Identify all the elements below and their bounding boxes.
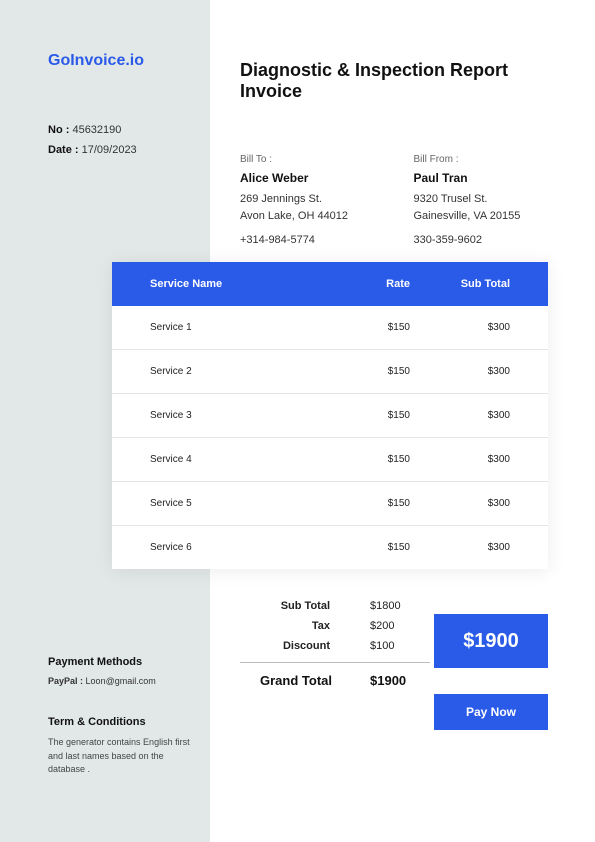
table-row: Service 3$150$300 xyxy=(112,394,548,438)
td-subtotal: $300 xyxy=(410,454,510,465)
td-rate: $150 xyxy=(320,454,410,465)
bill-from-address: 9320 Trusel St. Gainesville, VA 20155 xyxy=(414,191,548,224)
invoice-date-value: 17/09/2023 xyxy=(82,144,137,156)
bill-to-address: 269 Jennings St. Avon Lake, OH 44012 xyxy=(240,191,374,224)
bill-from-name: Paul Tran xyxy=(414,171,548,185)
table-row: Service 2$150$300 xyxy=(112,350,548,394)
grand-total-label: Grand Total xyxy=(240,673,370,688)
subtotal-value: $1800 xyxy=(370,600,430,612)
td-rate: $150 xyxy=(320,322,410,333)
bill-to: Bill To : Alice Weber 269 Jennings St. A… xyxy=(240,154,374,246)
th-rate: Rate xyxy=(320,278,410,290)
discount-row: Discount $100 xyxy=(240,636,430,656)
td-subtotal: $300 xyxy=(410,410,510,421)
totals-divider xyxy=(240,662,430,663)
bill-to-name: Alice Weber xyxy=(240,171,374,185)
td-rate: $150 xyxy=(320,542,410,553)
th-service-name: Service Name xyxy=(150,278,320,290)
tax-row: Tax $200 xyxy=(240,616,430,636)
main-content: Diagnostic & Inspection Report Invoice B… xyxy=(210,0,595,266)
sidebar-footer: Payment Methods PayPal : Loon@gmail.com … xyxy=(48,656,198,777)
discount-label: Discount xyxy=(240,640,370,652)
invoice-date-label: Date : xyxy=(48,144,79,156)
td-service-name: Service 6 xyxy=(150,542,320,553)
td-rate: $150 xyxy=(320,410,410,421)
payment-methods-heading: Payment Methods xyxy=(48,656,198,668)
invoice-number-label: No : xyxy=(48,124,69,136)
discount-value: $100 xyxy=(370,640,430,652)
paypal-value: Loon@gmail.com xyxy=(86,676,156,686)
invoice-number: No : 45632190 xyxy=(48,124,188,136)
bill-from-label: Bill From : xyxy=(414,154,548,165)
table-header: Service Name Rate Sub Total xyxy=(112,262,548,306)
td-rate: $150 xyxy=(320,498,410,509)
parties: Bill To : Alice Weber 269 Jennings St. A… xyxy=(240,154,547,246)
services-table: Service Name Rate Sub Total Service 1$15… xyxy=(112,262,548,569)
td-service-name: Service 4 xyxy=(150,454,320,465)
table-row: Service 1$150$300 xyxy=(112,306,548,350)
td-subtotal: $300 xyxy=(410,322,510,333)
td-subtotal: $300 xyxy=(410,366,510,377)
invoice-number-value: 45632190 xyxy=(72,124,121,136)
table-row: Service 6$150$300 xyxy=(112,526,548,569)
td-service-name: Service 1 xyxy=(150,322,320,333)
terms-body: The generator contains English first and… xyxy=(48,736,198,777)
bill-from-phone: 330-359-9602 xyxy=(414,234,548,246)
table-row: Service 5$150$300 xyxy=(112,482,548,526)
paypal-label: PayPal : xyxy=(48,676,83,686)
bill-to-label: Bill To : xyxy=(240,154,374,165)
bill-from: Bill From : Paul Tran 9320 Trusel St. Ga… xyxy=(414,154,548,246)
totals: Sub Total $1800 Tax $200 Discount $100 G… xyxy=(240,596,430,692)
td-service-name: Service 2 xyxy=(150,366,320,377)
brand-logo: GoInvoice.io xyxy=(48,52,188,70)
table-body: Service 1$150$300Service 2$150$300Servic… xyxy=(112,306,548,569)
terms-heading: Term & Conditions xyxy=(48,716,198,728)
subtotal-label: Sub Total xyxy=(240,600,370,612)
th-subtotal: Sub Total xyxy=(410,278,510,290)
page-title: Diagnostic & Inspection Report Invoice xyxy=(240,60,547,102)
grand-total-box: $1900 xyxy=(434,614,548,668)
payment-method-paypal: PayPal : Loon@gmail.com xyxy=(48,676,198,686)
td-service-name: Service 3 xyxy=(150,410,320,421)
table-row: Service 4$150$300 xyxy=(112,438,548,482)
bill-to-phone: +314-984-5774 xyxy=(240,234,374,246)
subtotal-row: Sub Total $1800 xyxy=(240,596,430,616)
grand-total-row: Grand Total $1900 xyxy=(240,669,430,692)
td-service-name: Service 5 xyxy=(150,498,320,509)
pay-now-button[interactable]: Pay Now xyxy=(434,694,548,730)
invoice-date: Date : 17/09/2023 xyxy=(48,144,188,156)
td-subtotal: $300 xyxy=(410,542,510,553)
tax-value: $200 xyxy=(370,620,430,632)
td-rate: $150 xyxy=(320,366,410,377)
td-subtotal: $300 xyxy=(410,498,510,509)
tax-label: Tax xyxy=(240,620,370,632)
grand-total-value: $1900 xyxy=(370,673,430,688)
